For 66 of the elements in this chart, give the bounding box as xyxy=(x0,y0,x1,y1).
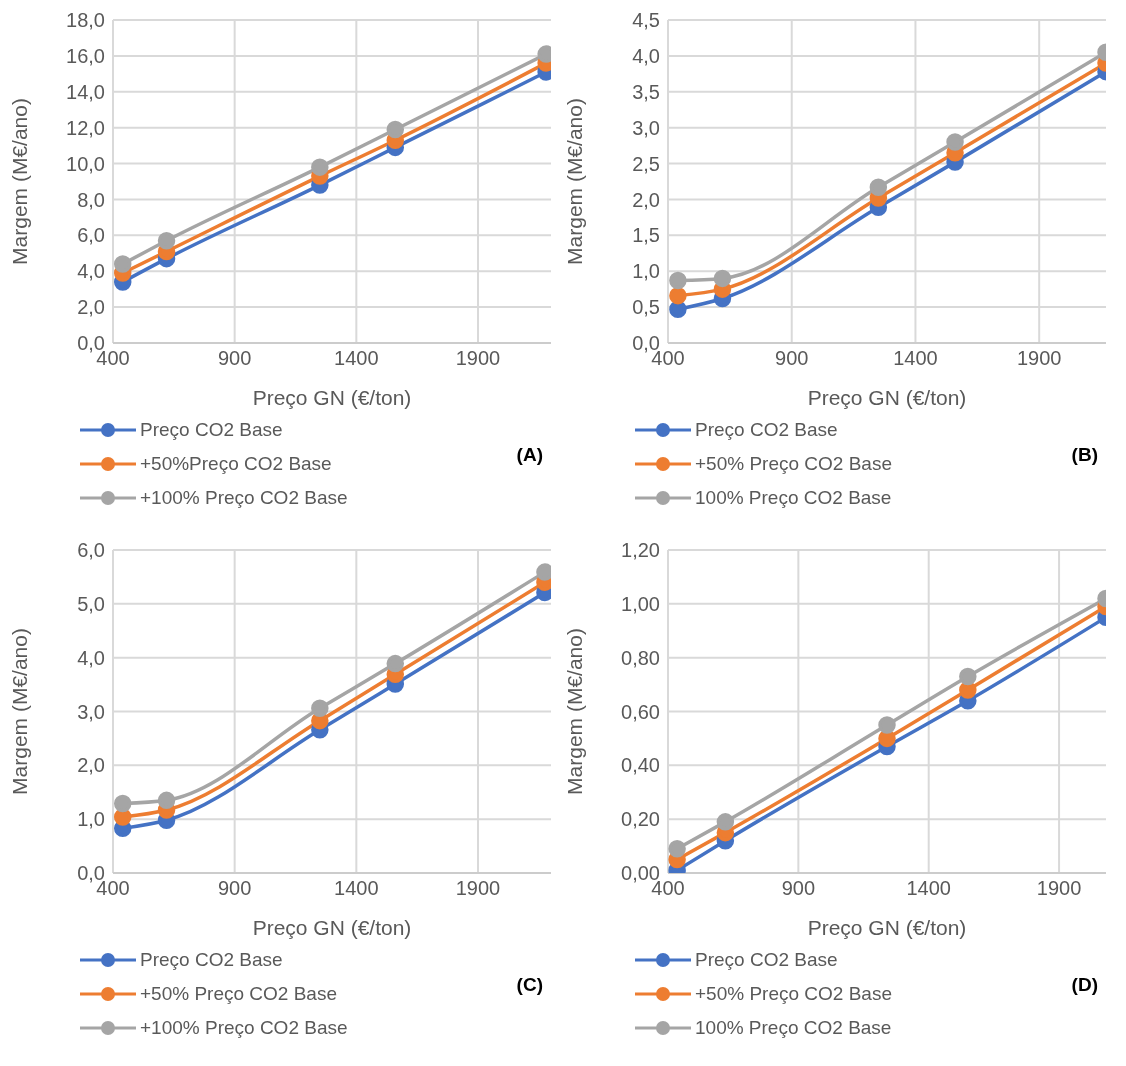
text: (D) xyxy=(1071,974,1098,996)
y-tick-label: 1,0 xyxy=(77,808,105,831)
legend-label: +100% Preço CO2 Base xyxy=(140,487,348,509)
y-tick-label: 2,0 xyxy=(77,296,105,319)
x-tick-label: 900 xyxy=(217,877,252,900)
y-tick-label: 10,0 xyxy=(66,152,105,175)
y-tick-label: 1,0 xyxy=(632,260,660,283)
legend-label: 100% Preço CO2 Base xyxy=(695,487,892,509)
legend-label: Preço CO2 Base xyxy=(695,949,838,971)
legend-label: +50%Preço CO2 Base xyxy=(140,453,332,475)
x-tick-label: 1400 xyxy=(906,877,951,900)
y-tick-label: 4,0 xyxy=(77,646,105,669)
y-axis-title: Margem (M€/ano) xyxy=(8,98,32,265)
y-tick-label: 12,0 xyxy=(66,116,105,139)
x-axis-title: Preço GN (€/ton) xyxy=(252,916,412,939)
x-tick-label: 900 xyxy=(775,347,809,370)
y-axis-title: Margem (M€/ano) xyxy=(563,628,587,795)
legend-label: 100% Preço CO2 Base xyxy=(695,1017,892,1039)
y-tick-label: 3,0 xyxy=(77,700,105,723)
y-tick-label: 6,0 xyxy=(77,224,105,247)
y-tick-label: 0,20 xyxy=(621,808,660,831)
x-tick-label: 1900 xyxy=(1036,877,1082,900)
y-tick-label: 1,00 xyxy=(621,592,660,615)
legend-label: Preço CO2 Base xyxy=(140,419,283,441)
y-tick-label: 0,5 xyxy=(632,296,660,319)
y-tick-label: 18,0 xyxy=(66,9,105,32)
legend-label: Preço CO2 Base xyxy=(140,949,283,971)
y-tick-label: 2,5 xyxy=(632,152,660,175)
x-axis-title: Preço GN (€/ton) xyxy=(807,916,967,939)
y-tick-label: 4,0 xyxy=(77,260,105,283)
legend-label: Preço CO2 Base xyxy=(695,419,838,441)
legend-label: +50% Preço CO2 Base xyxy=(695,453,892,475)
x-tick-label: 900 xyxy=(217,347,252,370)
x-tick-label: 1400 xyxy=(893,347,938,370)
legend-label: +100% Preço CO2 Base xyxy=(140,1017,348,1039)
y-tick-label: 0,60 xyxy=(621,700,660,723)
x-tick-label: 1400 xyxy=(334,347,379,370)
y-tick-label: 2,0 xyxy=(632,188,660,211)
y-tick-label: 1,20 xyxy=(621,539,660,562)
x-axis-title: Preço GN (€/ton) xyxy=(807,386,967,409)
y-tick-label: 2,0 xyxy=(77,754,105,777)
text: (C) xyxy=(516,974,543,996)
text: (B) xyxy=(1071,444,1098,466)
y-tick-label: 0,80 xyxy=(621,646,660,669)
y-tick-label: 5,0 xyxy=(77,592,105,615)
y-tick-label: 4,0 xyxy=(632,44,660,67)
y-tick-label: 8,0 xyxy=(77,188,105,211)
y-tick-label: 14,0 xyxy=(66,80,105,103)
y-tick-label: 4,5 xyxy=(632,9,660,32)
x-tick-label: 1900 xyxy=(455,347,501,370)
y-tick-label: 3,5 xyxy=(632,80,660,103)
x-tick-label: 1400 xyxy=(334,877,379,900)
legend-label: +50% Preço CO2 Base xyxy=(695,983,892,1005)
y-tick-label: 0,40 xyxy=(621,754,660,777)
y-tick-label: 6,0 xyxy=(77,539,105,562)
y-tick-label: 16,0 xyxy=(66,44,105,67)
y-axis-title: Margem (M€/ano) xyxy=(563,98,587,265)
legend-label: +50% Preço CO2 Base xyxy=(140,983,337,1005)
x-axis-title: Preço GN (€/ton) xyxy=(252,386,412,409)
y-tick-label: 3,0 xyxy=(632,116,660,139)
text: (A) xyxy=(516,444,543,466)
y-axis-title: Margem (M€/ano) xyxy=(8,628,32,795)
x-tick-label: 900 xyxy=(781,877,816,900)
x-tick-label: 1900 xyxy=(1016,347,1062,370)
x-tick-label: 1900 xyxy=(455,877,501,900)
y-tick-label: 1,5 xyxy=(632,224,660,247)
